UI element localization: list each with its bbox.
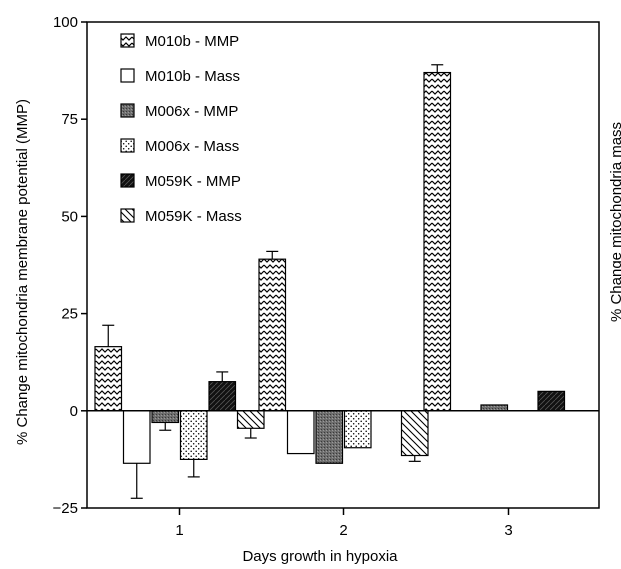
- x-tick-label: 3: [504, 522, 512, 539]
- bar: [537, 390, 566, 412]
- legend: M010b - MMP M010b - Mass M006x - MMP M006x …: [120, 33, 242, 225]
- y-axis: −25 0 25 50 75 100: [53, 14, 87, 517]
- y-axis-title: % Change mitochondria membrane potential…: [14, 99, 31, 445]
- legend-label: M010b - Mass: [145, 68, 240, 85]
- bar: [423, 71, 452, 412]
- bar: [286, 410, 315, 455]
- bars: [94, 71, 566, 464]
- bar: [208, 381, 237, 412]
- bar: [258, 258, 287, 412]
- legend-label: M010b - MMP: [145, 33, 239, 50]
- bar: [480, 404, 509, 412]
- legend-label: M059K - Mass: [145, 208, 242, 225]
- x-axis-title: Days growth in hypoxia: [242, 548, 398, 565]
- y-tick-label: 0: [70, 403, 78, 420]
- bar: [315, 410, 344, 464]
- legend-swatch: [120, 103, 135, 118]
- y-tick-label: 75: [61, 111, 78, 128]
- bar: [151, 410, 180, 424]
- legend-swatch: [120, 138, 135, 153]
- y-tick-label: −25: [53, 500, 78, 517]
- bar: [400, 410, 429, 457]
- error-bars: [102, 64, 444, 499]
- y-tick-label: 100: [53, 14, 78, 31]
- bar: [343, 410, 372, 449]
- y-tick-label: 50: [61, 208, 78, 225]
- y-tick-label: 25: [61, 306, 78, 323]
- x-axis: 1 2 3: [175, 508, 513, 539]
- x-tick-label: 1: [175, 522, 183, 539]
- legend-label: M059K - MMP: [145, 173, 241, 190]
- bar: [94, 346, 123, 412]
- legend-label: M006x - Mass: [145, 138, 239, 155]
- secondary-y-axis-title: % Change mitochondria mass: [608, 122, 621, 322]
- bar: [179, 410, 208, 460]
- legend-swatch: [120, 173, 135, 188]
- bar: [122, 410, 151, 464]
- legend-label: M006x - MMP: [145, 103, 238, 120]
- x-tick-label: 2: [339, 522, 347, 539]
- legend-swatch: [120, 68, 135, 83]
- legend-swatch: [120, 208, 135, 223]
- legend-swatch: [120, 33, 135, 48]
- bar: [236, 410, 265, 429]
